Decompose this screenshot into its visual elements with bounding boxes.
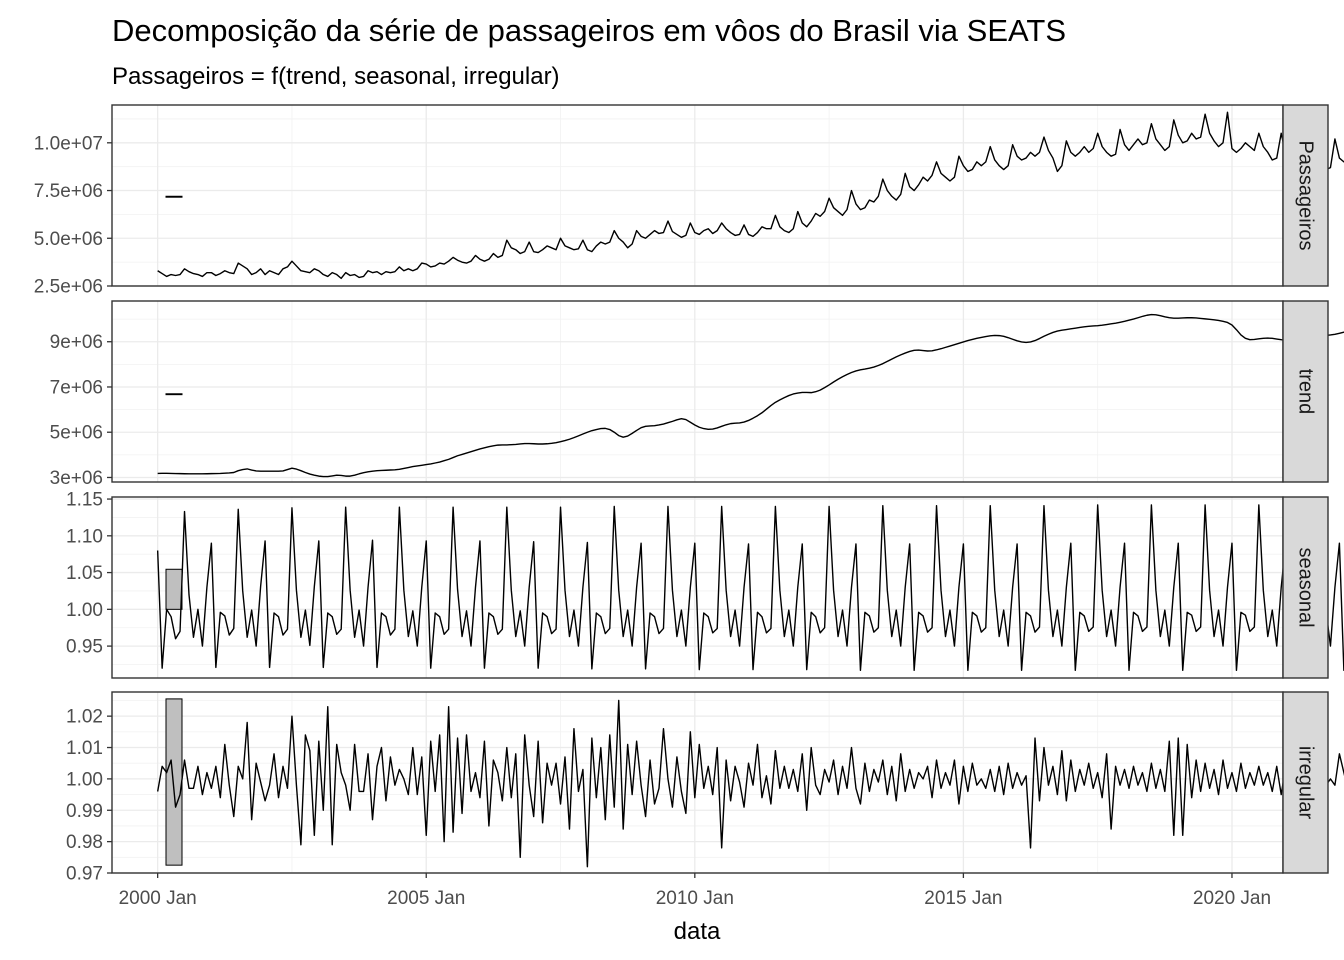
y-tick-label: 5e+06 bbox=[50, 423, 103, 444]
chart-title: Decomposição da série de passageiros em … bbox=[112, 13, 1066, 48]
x-tick-label: 2000 Jan bbox=[119, 888, 197, 909]
series-line-seasonal bbox=[156, 504, 1344, 672]
series-line-irregular bbox=[156, 699, 1344, 868]
y-tick-label: 1.02 bbox=[66, 707, 103, 728]
panel-background bbox=[112, 497, 1283, 678]
y-tick-label: 1.00 bbox=[66, 769, 103, 790]
y-tick-label: 7e+06 bbox=[50, 377, 103, 398]
facet-strip-label: seasonal bbox=[1295, 547, 1317, 627]
facet-strip bbox=[1282, 104, 1329, 287]
y-tick-label: 1.10 bbox=[66, 526, 103, 547]
range-bar bbox=[165, 568, 183, 610]
x-tick-label: 2020 Jan bbox=[1193, 888, 1271, 909]
facet-strip bbox=[1282, 691, 1329, 874]
x-tick-label: 2015 Jan bbox=[924, 888, 1002, 909]
facet-strip-label: trend bbox=[1295, 369, 1317, 415]
y-tick-label: 3e+06 bbox=[50, 468, 103, 489]
facet-strip bbox=[1282, 300, 1329, 483]
y-tick-label: 1.05 bbox=[66, 563, 103, 584]
y-tick-label: 7.5e+06 bbox=[34, 181, 103, 202]
y-tick-label: 0.98 bbox=[66, 832, 103, 853]
panel-background bbox=[112, 692, 1283, 873]
y-tick-label: 1.0e+07 bbox=[34, 133, 103, 154]
panel-irregular: 0.97 0.98 0.99 1.00 1.01 1.02 irregular bbox=[66, 691, 1344, 885]
chart-subtitle: Passageiros = f(trend, seasonal, irregul… bbox=[112, 63, 560, 90]
panel-trend: 3e+06 5e+06 7e+06 9e+06 trend bbox=[50, 300, 1344, 489]
y-tick-label: 0.95 bbox=[66, 637, 103, 658]
y-tick-label: 5.0e+06 bbox=[34, 229, 103, 250]
y-tick-label: 2.5e+06 bbox=[34, 277, 103, 298]
panel-seasonal: 0.95 1.00 1.05 1.10 1.15 seasonal bbox=[66, 490, 1344, 679]
y-tick-label: 0.97 bbox=[66, 864, 103, 885]
facet-strip-label: irregular bbox=[1295, 746, 1317, 820]
panel-background bbox=[112, 105, 1283, 286]
x-axis: 2000 Jan 2005 Jan 2010 Jan 2015 Jan 2020 Jan bbox=[119, 873, 1271, 909]
panel-passageiros: 2.5e+06 5.0e+06 7.5e+06 1.0e+07 Passageiros bbox=[34, 104, 1344, 298]
x-tick-label: 2010 Jan bbox=[656, 888, 734, 909]
range-bar bbox=[165, 698, 183, 866]
y-tick-label: 9e+06 bbox=[50, 332, 103, 353]
range-bar bbox=[165, 195, 183, 198]
range-bar bbox=[165, 393, 183, 396]
y-tick-label: 1.01 bbox=[66, 738, 103, 759]
x-axis-title: data bbox=[674, 918, 721, 945]
panel-background bbox=[112, 301, 1283, 482]
y-tick-label: 0.99 bbox=[66, 801, 103, 822]
facet-strip bbox=[1282, 496, 1329, 679]
series-line-passageiros bbox=[157, 111, 1344, 280]
y-tick-label: 1.15 bbox=[66, 490, 103, 511]
x-tick-label: 2005 Jan bbox=[387, 888, 465, 909]
y-tick-label: 1.00 bbox=[66, 600, 103, 621]
facet-strip-label: Passageiros bbox=[1295, 140, 1317, 250]
facet-panels: 2.5e+06 5.0e+06 7.5e+06 1.0e+07 Passageiros 3… bbox=[34, 104, 1344, 885]
